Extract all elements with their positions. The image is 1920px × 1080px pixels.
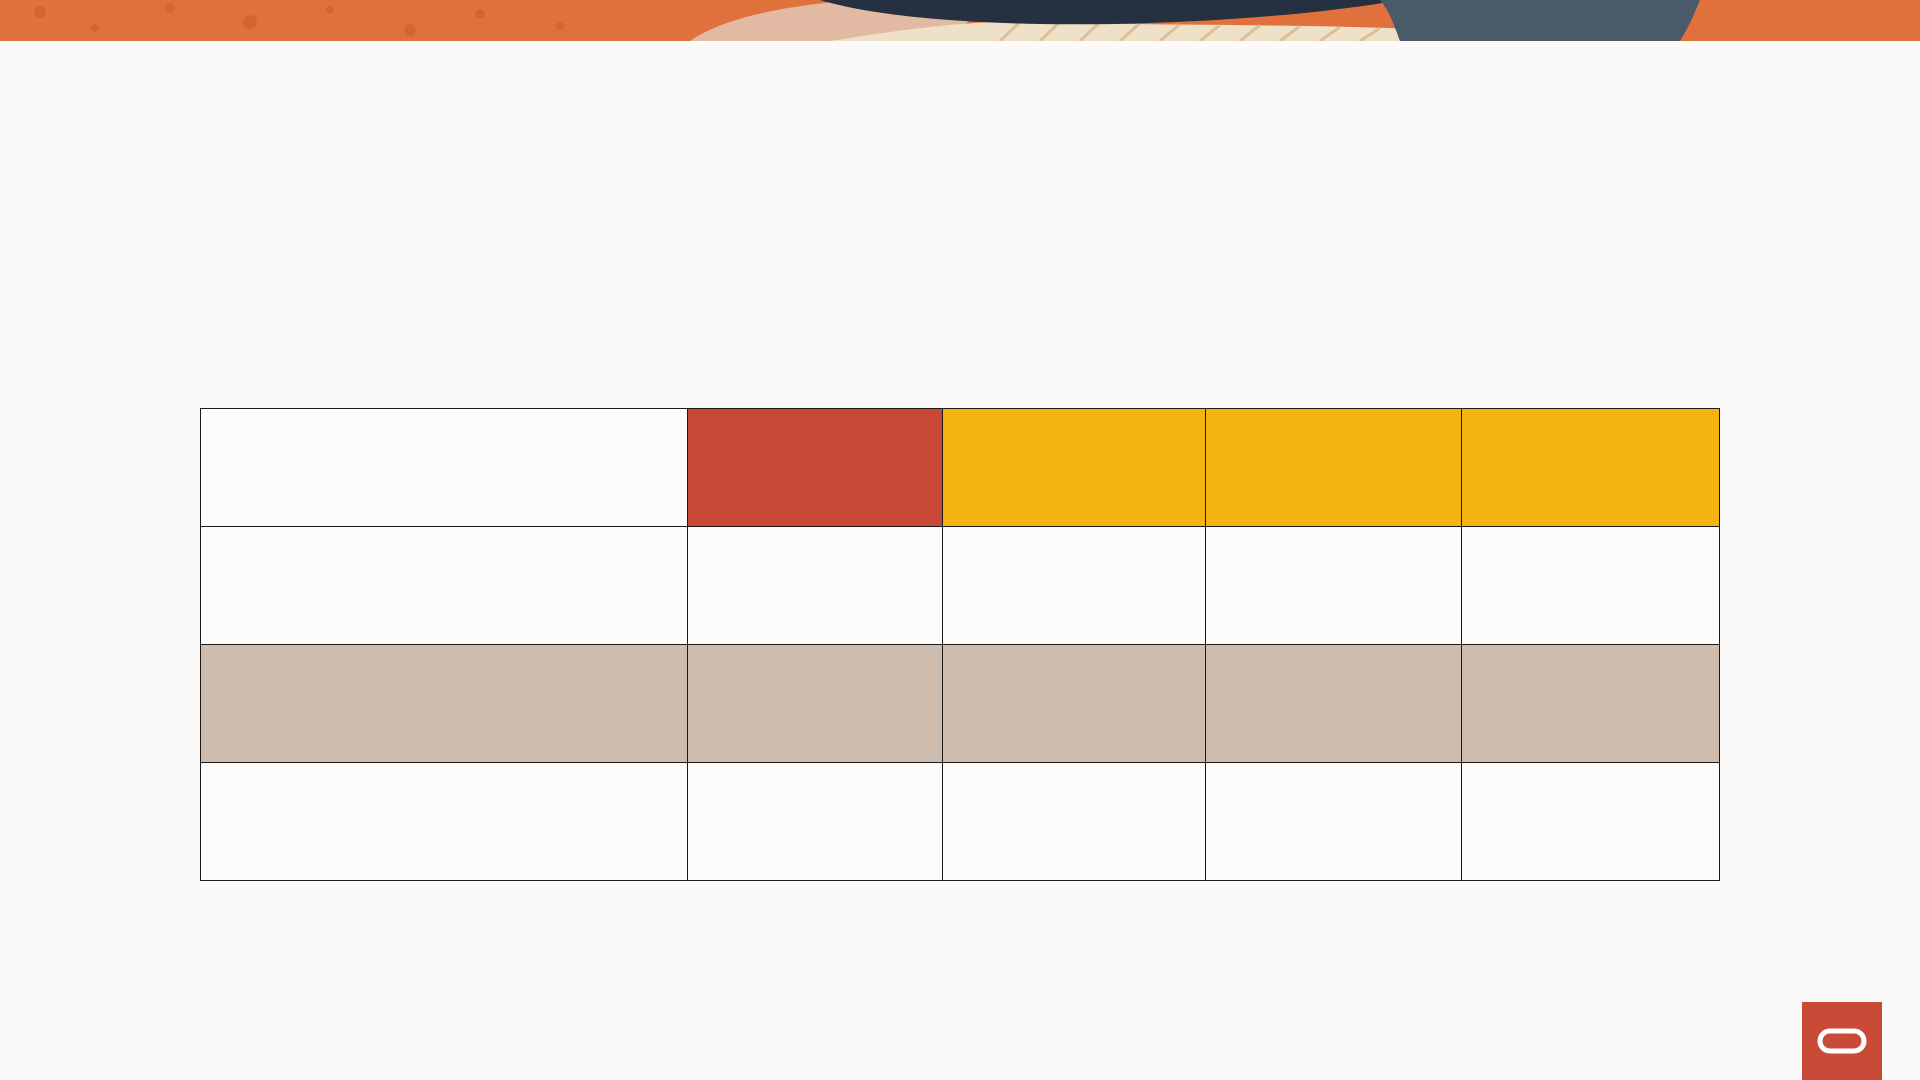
table-cell	[1461, 526, 1720, 645]
table-header-cell-yellow	[1461, 408, 1720, 527]
table-row	[200, 762, 1720, 881]
table-cell	[1461, 644, 1720, 763]
table-header-cell-yellow	[942, 408, 1206, 527]
table-cell	[687, 644, 943, 763]
table-cell	[200, 762, 688, 881]
table-cell	[200, 408, 688, 527]
table-row	[200, 526, 1720, 645]
table-header-cell-yellow	[1205, 408, 1462, 527]
table-cell	[200, 644, 688, 763]
table-header-row	[200, 408, 1720, 527]
table-row-shaded	[200, 644, 1720, 763]
brand-logo-badge	[1802, 1002, 1882, 1080]
top-decorative-band	[0, 0, 1920, 41]
table-cell	[1205, 644, 1462, 763]
table-cell	[1205, 762, 1462, 881]
table-cell	[1461, 762, 1720, 881]
oracle-logo-icon	[1817, 1028, 1867, 1054]
table-cell	[687, 526, 943, 645]
table-cell	[942, 526, 1206, 645]
comparison-table	[200, 408, 1720, 881]
table-cell	[942, 762, 1206, 881]
table-cell	[942, 644, 1206, 763]
table-header-cell-red	[687, 408, 943, 527]
decorative-artwork	[0, 0, 1920, 41]
table-cell	[687, 762, 943, 881]
table-cell	[200, 526, 688, 645]
table-cell	[1205, 526, 1462, 645]
